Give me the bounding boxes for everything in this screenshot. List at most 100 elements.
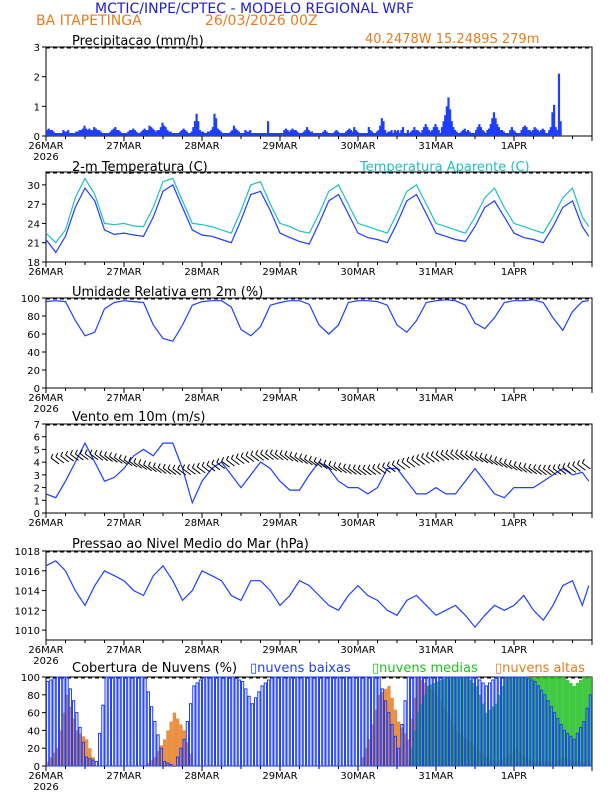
pressure-ytick-label: 1018 — [15, 547, 40, 558]
wind-barb — [255, 453, 265, 461]
wind-barb — [211, 463, 221, 471]
precip-bar — [395, 131, 398, 136]
cloud-bar-low — [257, 691, 261, 767]
wind-barb — [348, 467, 357, 475]
precip-year-label: 2026 — [33, 152, 58, 163]
cloud-bar-low — [341, 676, 345, 767]
humidity-xtick-label: 30MAR — [340, 393, 375, 404]
precip-bar — [408, 133, 411, 136]
cloud-bar-high — [65, 694, 69, 766]
wind-barb — [133, 461, 143, 469]
precip-bar — [216, 128, 219, 136]
precip-bar — [557, 73, 561, 136]
precip-bar — [348, 128, 351, 136]
cloud-bar-low — [458, 676, 462, 767]
cloud-bar-low — [250, 703, 254, 767]
cloud-bar-mid — [556, 677, 560, 766]
wind-barb-flag — [304, 454, 307, 460]
precip-bar — [167, 131, 171, 136]
clouds-title: Cobertura de Nuvens (%) — [72, 661, 237, 676]
precip-bar — [494, 118, 497, 136]
wind-barb-flag — [70, 450, 73, 455]
precip-bar — [203, 133, 206, 136]
precip-bar — [367, 127, 370, 136]
wind-barb-flag — [289, 451, 293, 456]
wind-barb — [304, 458, 313, 466]
precip-bar — [475, 130, 478, 136]
precip-bar — [551, 112, 554, 136]
cloud-bar-low — [150, 706, 154, 767]
precip-bar — [55, 133, 58, 136]
cloud-bar-mid — [497, 694, 502, 766]
cloud-bar-mid — [426, 685, 430, 766]
cloud-bar-high — [361, 757, 365, 766]
wind-barb — [562, 466, 572, 474]
clouds-legend-high: ▯nuvens altas — [495, 661, 585, 676]
precip-bar — [434, 124, 437, 136]
cloud-bar-high — [156, 751, 160, 766]
precip-bar — [234, 128, 237, 136]
cloud-bar-low — [208, 676, 212, 767]
wind-ytick-label: 0 — [34, 509, 40, 520]
precip-bar — [401, 127, 405, 136]
humidity-xtick-label: 26MAR — [28, 393, 63, 404]
precip-bar — [427, 130, 431, 136]
wind-barb — [435, 454, 445, 462]
precip-bar — [163, 125, 166, 136]
precip-bar — [374, 133, 377, 136]
cloud-bar-low — [198, 679, 202, 767]
wind-barb — [567, 465, 577, 473]
precip-bar — [198, 130, 201, 136]
precip-bar — [81, 128, 84, 136]
wind-ytick-label: 1 — [34, 496, 40, 507]
precip-bar — [182, 128, 185, 136]
wind-barb-flag — [55, 452, 59, 458]
precip-bar — [315, 133, 318, 136]
cloud-bar-low — [562, 729, 566, 767]
wind-barb-flag — [343, 463, 346, 468]
precip-bar — [369, 130, 372, 136]
wind-barb-flag — [338, 462, 342, 468]
wind-barb-flag — [284, 450, 288, 456]
cloud-bar-low — [263, 682, 267, 767]
wind-barb — [450, 453, 460, 461]
precip-xtick-label: 27MAR — [106, 141, 141, 152]
wind-barb — [499, 461, 508, 469]
wind-barb-flag — [245, 451, 249, 456]
wind-barb-flag — [328, 460, 332, 466]
precip-bar — [460, 131, 463, 136]
wind-barb — [401, 461, 411, 469]
precip-bar — [481, 130, 484, 136]
precip-bar — [273, 133, 276, 136]
precip-bar — [280, 133, 283, 136]
cloud-bar-low — [179, 747, 183, 767]
wind-barb-flag — [250, 450, 254, 456]
precip-bar — [215, 118, 218, 136]
cloud-bar-high — [390, 697, 394, 766]
cloud-bar-low — [283, 676, 287, 767]
cloud-bar-low — [553, 712, 557, 767]
precip-bar — [478, 124, 481, 136]
cloud-bar-low — [169, 764, 173, 767]
wind-barb — [396, 462, 406, 470]
wind-barb-flag — [152, 462, 156, 467]
wind-barb-flag — [396, 459, 400, 464]
wind-barb — [479, 456, 489, 464]
wind-barb — [533, 468, 542, 475]
wind-barb-flag — [318, 458, 322, 463]
cloud-bar-high — [371, 724, 375, 766]
wind-barb-flag — [401, 457, 405, 463]
wind-barb — [489, 458, 499, 466]
pressure-xtick-label: 28MAR — [184, 645, 219, 656]
cloud-bar-low — [371, 676, 375, 767]
humidity-title: Umidade Relativa em 2m (%) — [72, 285, 263, 300]
cloud-bar-low — [338, 676, 342, 767]
precip-bar — [76, 131, 80, 136]
wind-barb-flag — [308, 455, 312, 461]
cloud-bar-mid — [475, 685, 479, 766]
pressure-ytick-label: 1014 — [15, 587, 40, 598]
wind-barb — [318, 462, 328, 470]
wind-barb-flag — [455, 449, 459, 454]
precip-bar — [210, 130, 213, 136]
cloud-bar-high — [172, 712, 177, 766]
